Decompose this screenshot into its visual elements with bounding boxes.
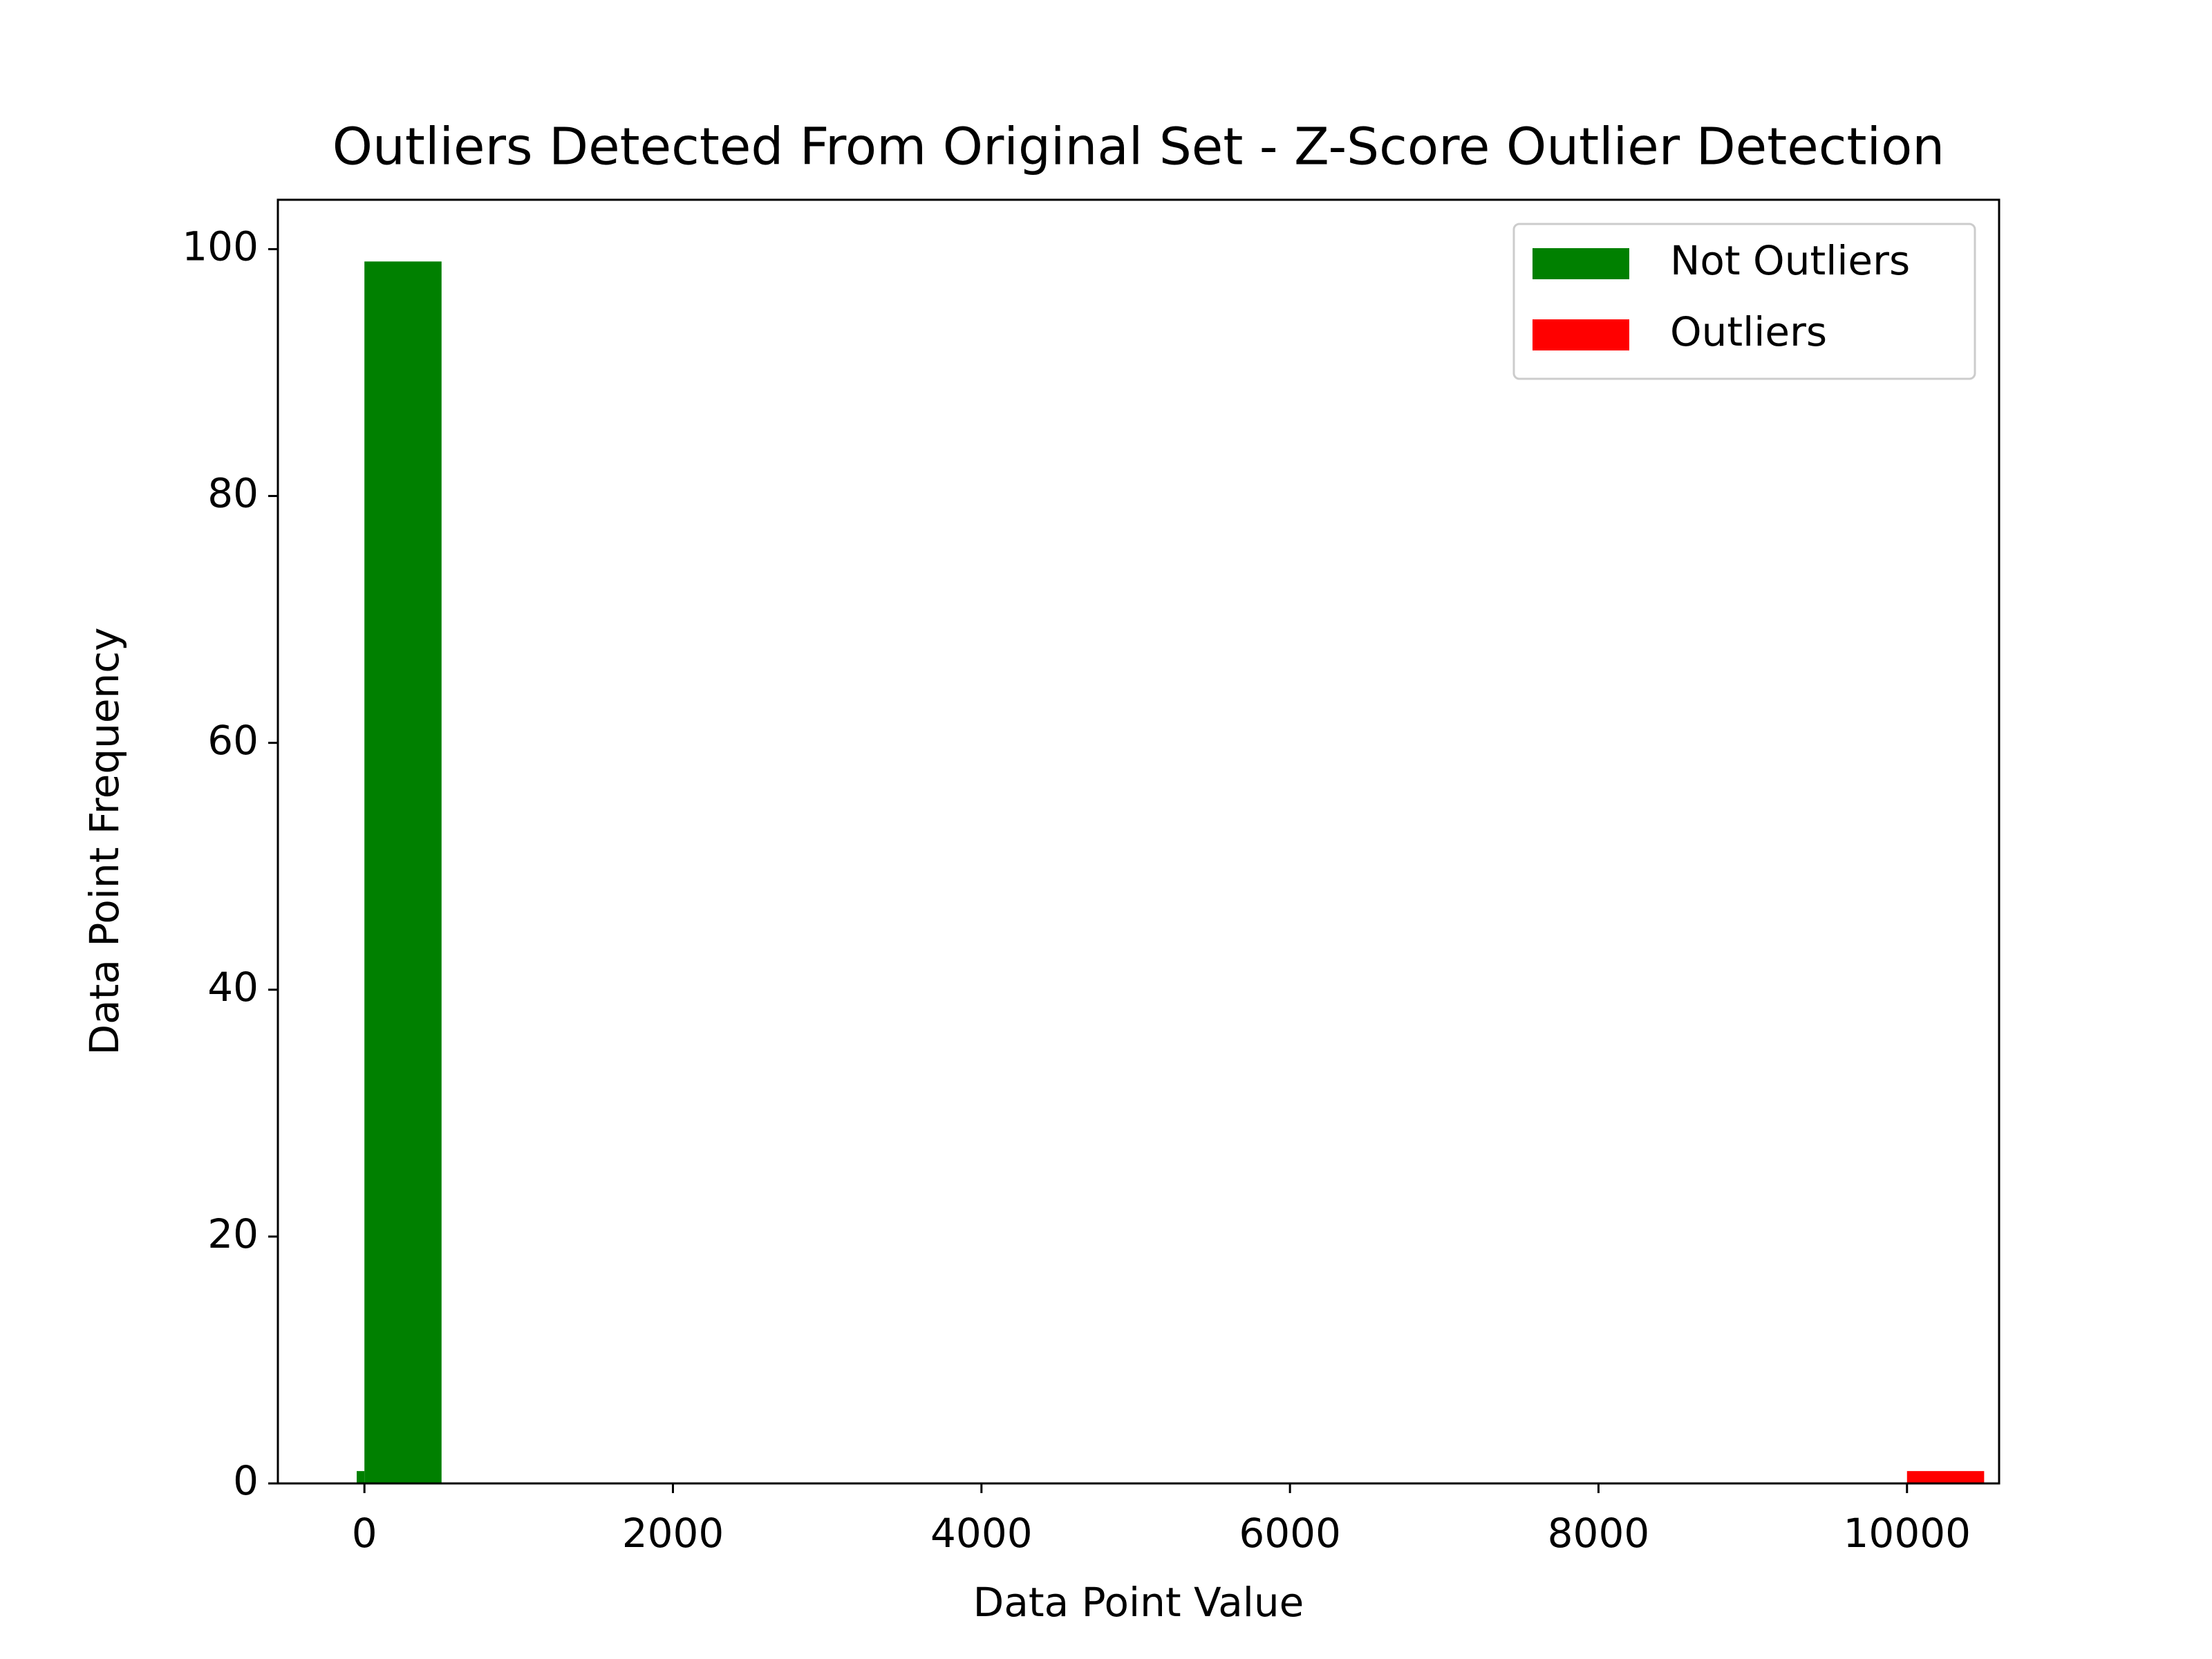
legend-label: Not Outliers [1670,237,1910,284]
y-axis-label: Data Point Frequency [81,628,128,1056]
x-tick-label: 10000 [1844,1510,1971,1557]
y-tick-label: 20 [207,1210,259,1257]
x-tick-label: 2000 [622,1510,724,1557]
bar [364,261,442,1484]
y-tick-label: 60 [207,717,259,764]
legend-swatch [1533,248,1629,279]
y-tick-label: 40 [207,964,259,1011]
bar [1906,1471,1985,1483]
x-tick-label: 6000 [1239,1510,1341,1557]
x-tick-label: 8000 [1548,1510,1650,1557]
chart-title: Outliers Detected From Original Set - Z-… [332,118,1944,177]
x-tick-label: 0 [352,1510,377,1557]
y-tick-label: 0 [233,1457,259,1504]
x-axis-label: Data Point Value [973,1579,1304,1626]
legend-label: Outliers [1670,308,1827,355]
y-tick-label: 80 [207,470,259,517]
y-tick-label: 100 [182,223,259,270]
x-tick-label: 4000 [930,1510,1033,1557]
bar [357,1471,365,1483]
legend-swatch [1533,319,1629,350]
plot-frame [276,198,2000,1485]
